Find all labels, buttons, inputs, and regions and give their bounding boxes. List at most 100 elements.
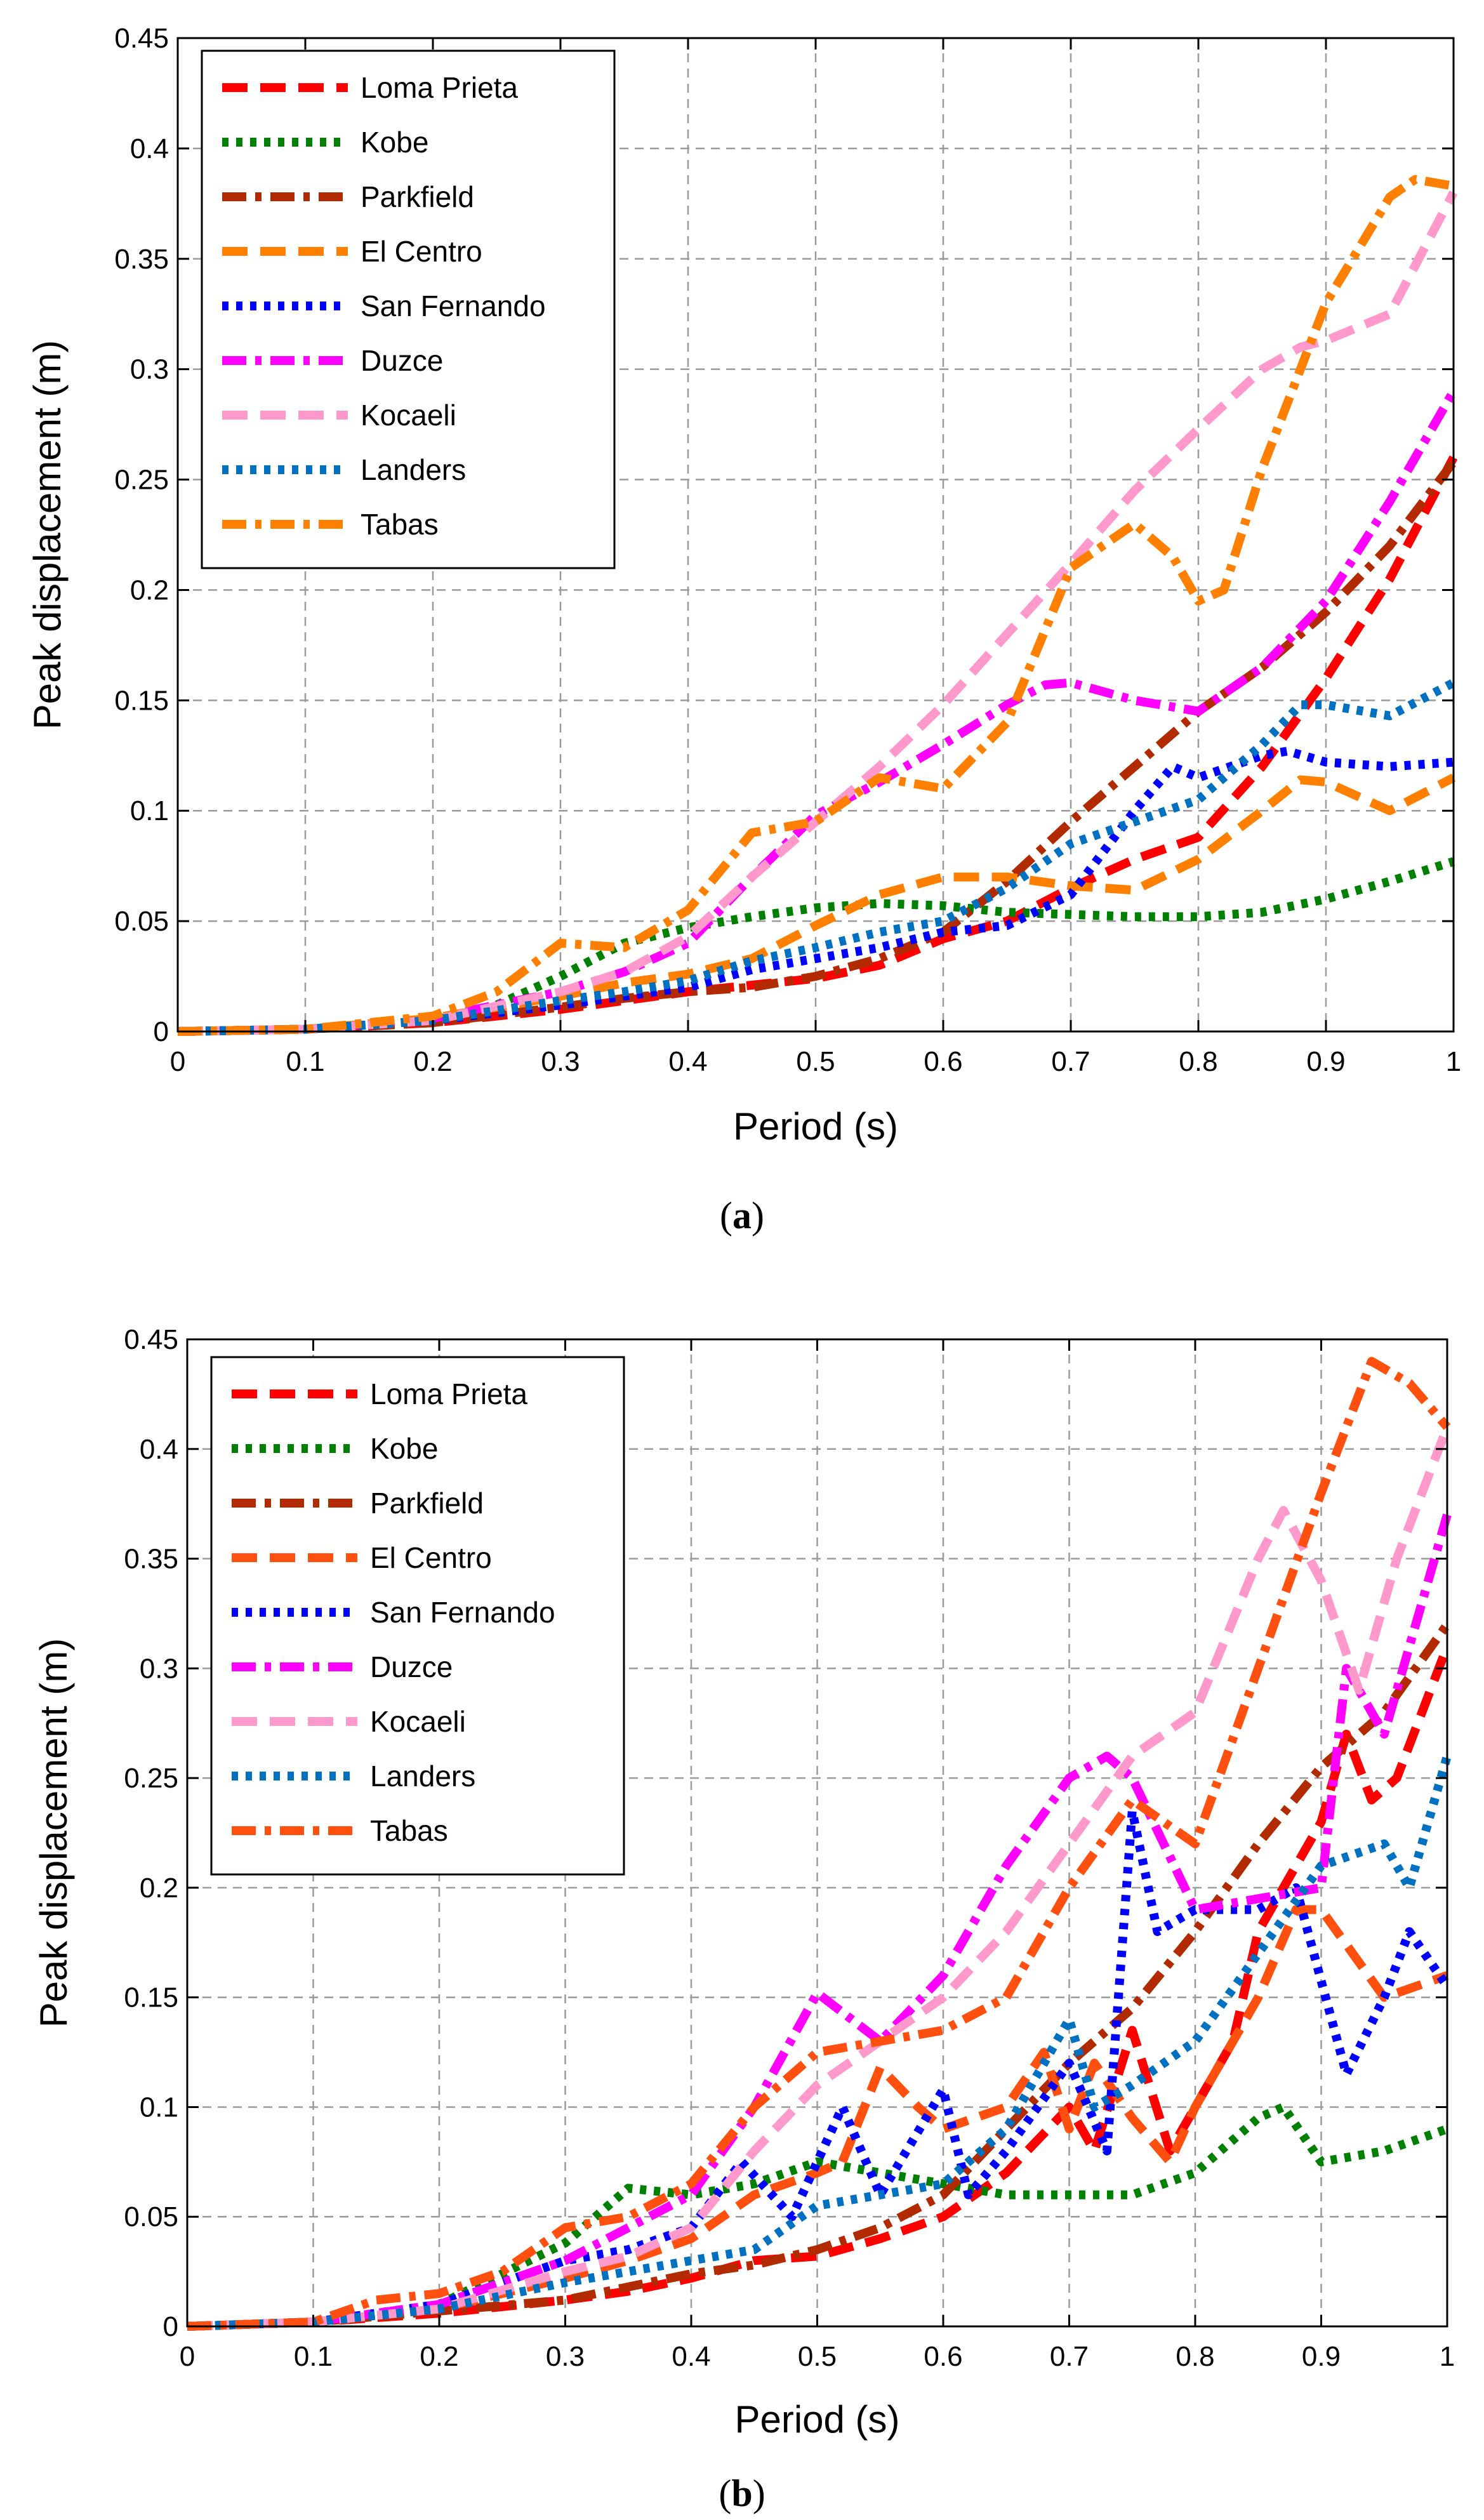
caption-open: ( xyxy=(720,1195,732,1237)
x-tick-label: 0.6 xyxy=(924,2341,962,2372)
legend-label: Loma Prieta xyxy=(370,1377,527,1410)
series-line-parkfield xyxy=(177,459,1457,1036)
series-line-parkfield xyxy=(187,1622,1451,2331)
series-line-loma-prieta xyxy=(187,1645,1452,2331)
figure-caption-b: (b) xyxy=(719,2472,765,2514)
y-tick-label: 0.35 xyxy=(114,244,169,275)
caption-open: ( xyxy=(719,2472,731,2514)
x-tick-label: 0 xyxy=(180,2341,195,2372)
legend-label: El Centro xyxy=(370,1541,492,1574)
y-tick-label: 0.15 xyxy=(124,1982,178,2013)
series-line-loma-prieta xyxy=(177,455,1458,1036)
x-tick-label: 0.8 xyxy=(1176,2341,1214,2372)
x-tick-label: 0.7 xyxy=(1051,1046,1090,1077)
legend-label: Kocaeli xyxy=(370,1705,466,1738)
legend-label: Duzce xyxy=(361,344,443,377)
caption-letter: b xyxy=(731,2472,752,2514)
legend-label: Tabas xyxy=(370,1814,448,1847)
x-tick-label: 0.4 xyxy=(672,2341,710,2372)
x-axis-b: 0 0.1 0.2 0.3 0.4 0.5 0.6 0.7 0.8 0.9 1 xyxy=(180,1339,1455,2372)
series-line-landers xyxy=(187,1754,1452,2331)
x-tick-label: 0.4 xyxy=(668,1046,707,1077)
legend-box xyxy=(210,1356,625,1876)
legend-label: Tabas xyxy=(361,508,439,541)
y-tick-label: 0.1 xyxy=(140,2092,178,2123)
y-tick-label: 0.3 xyxy=(140,1653,178,1684)
y-tick-label: 0.45 xyxy=(124,1324,178,1355)
x-tick-label: 0.9 xyxy=(1306,1046,1345,1077)
series-group-b xyxy=(187,1356,1452,2331)
x-tick-label: 0.8 xyxy=(1179,1046,1217,1077)
series-line-tabas xyxy=(177,175,1455,1036)
x-tick-label: 1 xyxy=(1440,2341,1455,2372)
legend-label: Duzce xyxy=(370,1650,453,1683)
x-tick-label: 0.3 xyxy=(546,2341,585,2372)
series-line-duzce xyxy=(187,1513,1452,2331)
series-line-kobe xyxy=(187,2102,1449,2331)
y-axis-title: Peak displacement (m) xyxy=(32,1638,75,2028)
x-tick-label: 0.1 xyxy=(294,2341,333,2372)
y-tick-label: 0.3 xyxy=(130,354,169,385)
y-tick-label: 0.1 xyxy=(130,795,169,826)
x-tick-label: 0.7 xyxy=(1050,2341,1089,2372)
caption-letter: a xyxy=(732,1195,752,1237)
x-axis-a: 0 0.1 0.2 0.3 0.4 0.5 0.6 0.7 0.8 0.9 1 xyxy=(170,38,1461,1077)
chart-panel-b: 0 0.1 0.2 0.3 0.4 0.5 0.6 0.7 0.8 0.9 1 0 0.05 0.1 0.1… xyxy=(32,1324,1455,2514)
series-line-san-fernando xyxy=(187,1806,1451,2331)
y-tick-label: 0.35 xyxy=(124,1544,178,1575)
series-group-a xyxy=(177,175,1458,1036)
x-tick-label: 0 xyxy=(170,1046,185,1077)
legend-label: El Centro xyxy=(361,235,482,268)
legend-label: San Fernando xyxy=(370,1596,555,1629)
y-tick-label: 0.45 xyxy=(114,23,169,54)
legend-b: Loma Prieta Kobe Parkfield El Centro San Fer… xyxy=(210,1356,625,1876)
figure-caption-a: (a) xyxy=(720,1195,764,1237)
legend-a: Loma Prieta Kobe Parkfield El Centro San Fer… xyxy=(201,50,616,569)
y-tick-label: 0.25 xyxy=(124,1763,178,1794)
y-axis-title: Peak displacement (m) xyxy=(26,340,69,730)
legend-label: San Fernando xyxy=(361,289,546,322)
series-line-kobe xyxy=(177,857,1455,1036)
y-tick-label: 0.2 xyxy=(130,574,169,606)
y-axis-a: 0 0.05 0.1 0.15 0.2 0.25 0.3 0.35 0.4 0.45 xyxy=(114,23,1454,1047)
x-tick-label: 0.6 xyxy=(924,1046,962,1077)
y-tick-label: 0.4 xyxy=(140,1434,178,1465)
legend-box xyxy=(201,50,616,569)
y-tick-label: 0.25 xyxy=(114,465,169,496)
y-tick-label: 0.05 xyxy=(124,2201,178,2232)
y-tick-label: 0.05 xyxy=(114,906,169,937)
x-tick-label: 0.1 xyxy=(286,1046,324,1077)
series-line-kocaeli xyxy=(187,1425,1452,2331)
y-tick-label: 0.15 xyxy=(114,685,169,716)
y-tick-label: 0 xyxy=(154,1016,169,1047)
caption-close: ) xyxy=(752,1195,764,1237)
x-tick-label: 0.5 xyxy=(796,1046,835,1077)
y-tick-label: 0 xyxy=(163,2311,178,2342)
y-axis-b: 0 0.05 0.1 0.15 0.2 0.25 0.3 0.35 0.4 0.45 xyxy=(124,1324,1447,2342)
series-line-kocaeli xyxy=(177,190,1458,1036)
x-axis-title: Period (s) xyxy=(734,2398,899,2441)
legend-label: Landers xyxy=(370,1760,475,1793)
x-tick-label: 0.2 xyxy=(420,2341,458,2372)
legend-label: Kocaeli xyxy=(361,399,456,432)
x-tick-label: 1 xyxy=(1446,1046,1461,1077)
series-line-tabas xyxy=(187,1356,1451,2331)
caption-close: ) xyxy=(753,2472,765,2514)
y-tick-label: 0.4 xyxy=(130,133,169,164)
x-tick-label: 0.9 xyxy=(1302,2341,1341,2372)
x-tick-label: 0.3 xyxy=(541,1046,580,1077)
legend-label: Parkfield xyxy=(370,1487,484,1520)
legend-label: Kobe xyxy=(370,1432,438,1465)
x-tick-label: 0.5 xyxy=(798,2341,837,2372)
grid-a xyxy=(178,38,1454,1031)
legend-label: Loma Prieta xyxy=(361,71,518,104)
x-tick-label: 0.2 xyxy=(413,1046,452,1077)
series-line-el-centro xyxy=(187,1905,1449,2331)
x-axis-title: Period (s) xyxy=(733,1105,898,1148)
chart-panel-a: 0 0.1 0.2 0.3 0.4 0.5 0.6 0.7 0.8 0.9 1 0 0.05 0.1 0.1… xyxy=(26,23,1461,1237)
legend-label: Parkfield xyxy=(361,180,474,213)
y-tick-label: 0.2 xyxy=(140,1873,178,1904)
legend-label: Landers xyxy=(361,453,466,486)
legend-label: Kobe xyxy=(361,126,428,159)
